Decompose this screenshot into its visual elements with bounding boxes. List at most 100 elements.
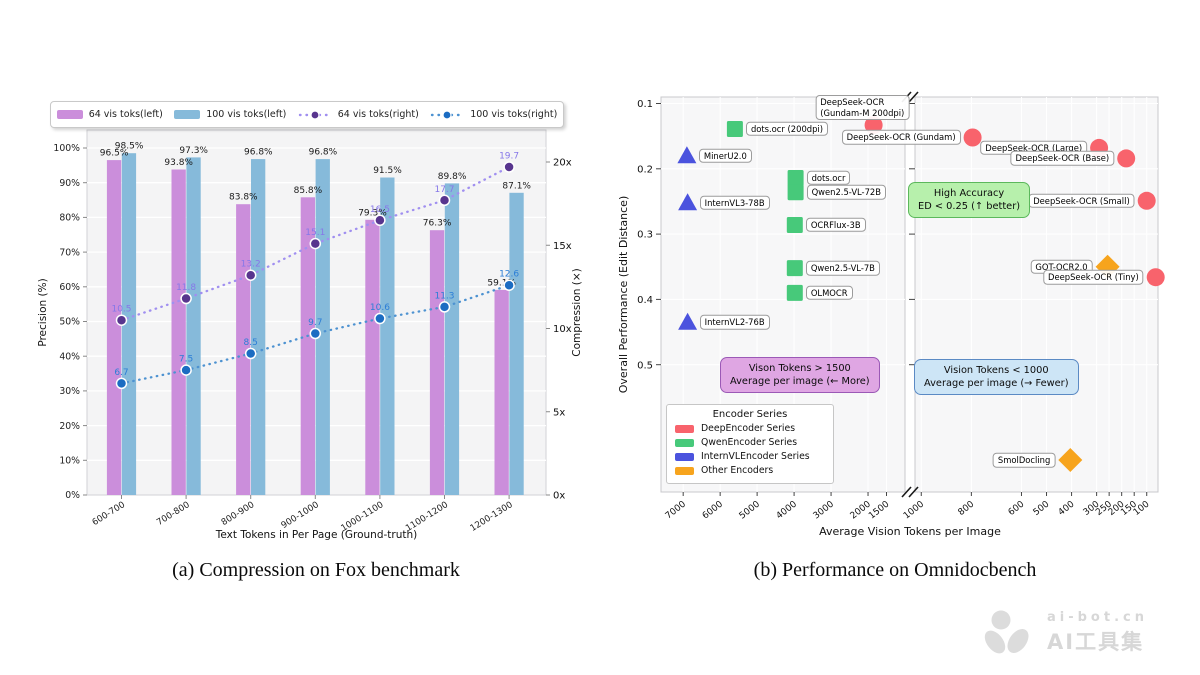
line-marker xyxy=(374,312,386,325)
bar-64-vis-toks xyxy=(429,230,445,495)
legend-item-deepencoder-series: DeepEncoder Series xyxy=(675,423,825,434)
y2-tick-label: 20x xyxy=(553,158,572,169)
bar-value-label: 96.8% xyxy=(309,148,338,158)
marker-smoldocling xyxy=(1058,448,1083,472)
y-tick-label: 40% xyxy=(59,351,80,362)
chart-a-legend: 64 vis toks(left) 100 vis toks(left) 64 vi… xyxy=(50,101,564,128)
axis-break-icon xyxy=(901,486,912,498)
line-value-label: 19.7 xyxy=(499,152,519,162)
watermark-name: AI工具集 xyxy=(1047,630,1145,654)
x-tick-label: 4000 xyxy=(775,499,799,521)
bar-value-label: 93.8% xyxy=(164,158,193,168)
x-tick-label: 7000 xyxy=(664,499,688,521)
annotation-line: Average per image (→ Fewer) xyxy=(924,378,1069,390)
line-marker xyxy=(309,327,322,340)
bar-64-vis-toks xyxy=(365,219,380,496)
watermark-domain: ai-bot.cn xyxy=(1047,610,1148,625)
point-label-deepseek-ocr-small: DeepSeek-OCR (Small) xyxy=(1028,193,1135,209)
legend-item-100-vis-toks-left: 100 vis toks(left) xyxy=(174,109,286,120)
axis-break-icon xyxy=(908,486,919,498)
y-tick-label: 100% xyxy=(53,143,80,154)
line-value-label: 6.7 xyxy=(114,368,128,378)
marker-deepseek-ocr-gundam xyxy=(963,128,982,147)
marker-deepseek-ocr-tiny xyxy=(1146,268,1165,287)
marker-olmocr xyxy=(786,284,803,301)
legend-swatch-icon xyxy=(675,466,694,475)
bar-value-label: 59.1% xyxy=(487,278,516,288)
legend-swatch-icon xyxy=(56,110,83,119)
point-label-dots-ocr: dots.ocr xyxy=(806,170,851,186)
line-value-label: 9.7 xyxy=(308,318,322,328)
x-tick-label: 5000 xyxy=(738,499,762,521)
point-label-ocrflux-3b: OCRFlux-3B xyxy=(805,217,866,233)
line-value-label: 11.8 xyxy=(176,283,196,293)
annotation-line: High Accuracy xyxy=(933,188,1005,199)
bar-64-vis-toks xyxy=(106,160,122,495)
marker-deepseek-ocr-small xyxy=(1137,191,1156,210)
legend-swatch-icon xyxy=(675,452,694,461)
bar-value-label: 97.3% xyxy=(179,146,208,156)
point-label-smoldocling: SmolDocling xyxy=(992,452,1056,468)
line-marker xyxy=(374,214,386,227)
encoder-series-legend: Encoder Series DeepEncoder Series QwenEnc… xyxy=(666,404,834,484)
line-value-label: 8.5 xyxy=(244,338,258,348)
legend-item-label: QwenEncoder Series xyxy=(701,437,798,448)
line-marker xyxy=(244,269,257,281)
x-tick-label: 2000 xyxy=(849,499,873,521)
y-tick-label: 10% xyxy=(59,456,80,467)
point-label-mineru2-0: MinerU2.0 xyxy=(698,148,752,163)
legend-item-64-vis-toks-right: 64 vis toks(right) xyxy=(298,109,419,121)
caption-a: (a) Compression on Fox benchmark xyxy=(172,559,460,581)
legend-dotted-line-icon xyxy=(430,109,464,120)
y-tick-label: 90% xyxy=(59,178,80,189)
x-tick-label: 500 xyxy=(1032,499,1052,518)
marker-deepseek-ocr-base xyxy=(1117,149,1136,168)
marker-mineru2-0 xyxy=(677,146,697,164)
y2-tick-label: 0x xyxy=(553,491,565,502)
bar-100-vis-toks xyxy=(444,183,460,495)
line-marker xyxy=(115,314,128,326)
point-label-qwen2-5-vl-72b: Qwen2.5-VL-72B xyxy=(806,185,886,200)
marker-qwen2-5-vl-72b xyxy=(787,184,804,201)
line-marker xyxy=(503,161,515,173)
y2-tick-label: 15x xyxy=(553,241,572,252)
right-axis-label: Compression (×) xyxy=(571,268,583,356)
annotation-line: Vision Tokens < 1000 xyxy=(943,365,1049,376)
y-tick-label: 80% xyxy=(59,213,80,224)
marker-dots-ocr xyxy=(787,170,804,186)
y-tick-label: 0.4 xyxy=(637,295,653,306)
legend-item-other-encoders: Other Encoders xyxy=(675,465,825,476)
bar-value-label: 83.8% xyxy=(229,193,258,203)
legend-item-64-vis-toks-left: 64 vis toks(left) xyxy=(56,109,163,120)
marker-internvl3-78b xyxy=(678,193,698,211)
point-label-internvl3-78b: InternVL3-78B xyxy=(699,195,770,211)
legend-swatch-icon xyxy=(675,424,694,433)
fox-benchmark-plot: 96.5%98.5% 600-700 93.8% 97.3% 700-800 83.8% 9… xyxy=(37,129,583,541)
bar-value-label: 96.8% xyxy=(244,148,273,158)
x-tick-label: 600-700 xyxy=(91,500,128,528)
y-tick-label: 0.2 xyxy=(637,164,653,175)
legend-item-label: 64 vis toks(right) xyxy=(337,109,419,120)
omnidocbench-chart: 0.1 0.2 0.3 0.4 0.5 7000 6000 5000 4000 3000 2000 1… xyxy=(610,85,1200,565)
y-axis-label: Overall Performance (Edit Distance) xyxy=(617,196,630,394)
legend-item-label: DeepEncoder Series xyxy=(701,423,796,434)
bar-100-vis-toks xyxy=(186,157,201,495)
x-tick-label: 900-1000 xyxy=(280,500,322,531)
x-tick-label: 600 xyxy=(1007,499,1027,518)
y-tick-label: 50% xyxy=(59,317,80,328)
point-label-deepseek-ocr-gundam-m-200dpi: DeepSeek-OCR (Gundam-M 200dpi) xyxy=(815,95,910,121)
line-marker xyxy=(180,364,192,376)
marker-internvl2-76b xyxy=(678,312,698,330)
line-value-label: 10.6 xyxy=(370,303,390,313)
line-value-label: 10.5 xyxy=(111,305,131,315)
legend-item-internvlencoder-series: InternVLEncoder Series xyxy=(675,451,825,462)
y-tick-label: 0.5 xyxy=(637,360,653,371)
marker-dots-ocr-200dpi xyxy=(726,121,743,137)
legend-item-qwenencoder-series: QwenEncoder Series xyxy=(675,437,825,448)
point-label-deepseek-ocr-tiny: DeepSeek-OCR (Tiny) xyxy=(1043,269,1144,285)
line-value-label: 11.3 xyxy=(434,291,454,301)
x-tick-label: 700-800 xyxy=(155,500,192,528)
annotation-line: Average per image (← More) xyxy=(730,376,870,388)
